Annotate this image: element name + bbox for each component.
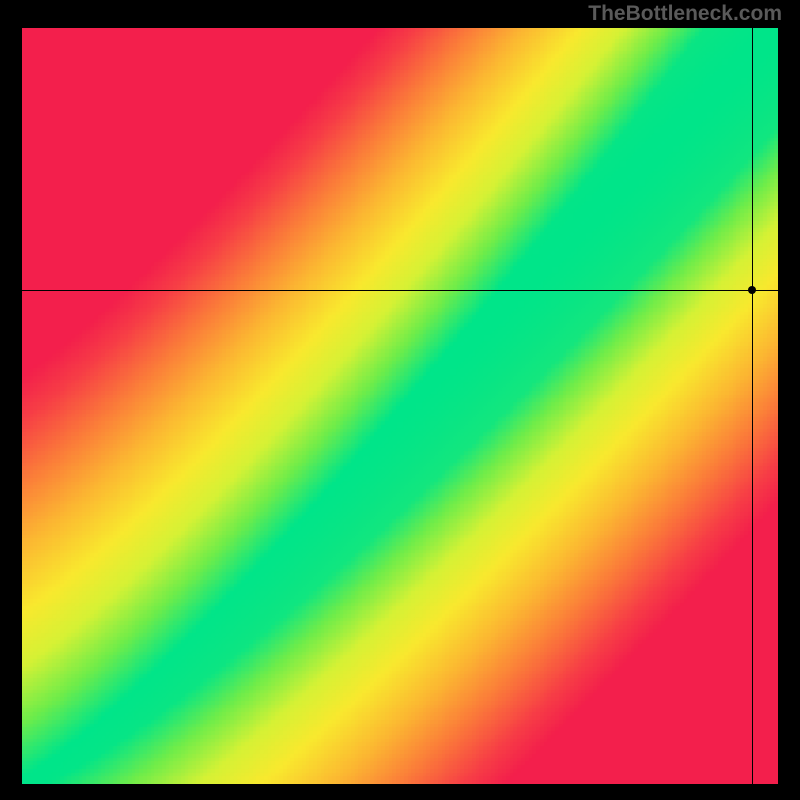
root: TheBottleneck.com (0, 0, 800, 800)
crosshair-horizontal-line (22, 290, 778, 291)
crosshair-vertical-line (752, 28, 753, 784)
crosshair-marker-dot (748, 286, 756, 294)
bottleneck-heatmap (22, 28, 778, 784)
attribution-text: TheBottleneck.com (588, 2, 782, 26)
plot-area (22, 28, 778, 784)
